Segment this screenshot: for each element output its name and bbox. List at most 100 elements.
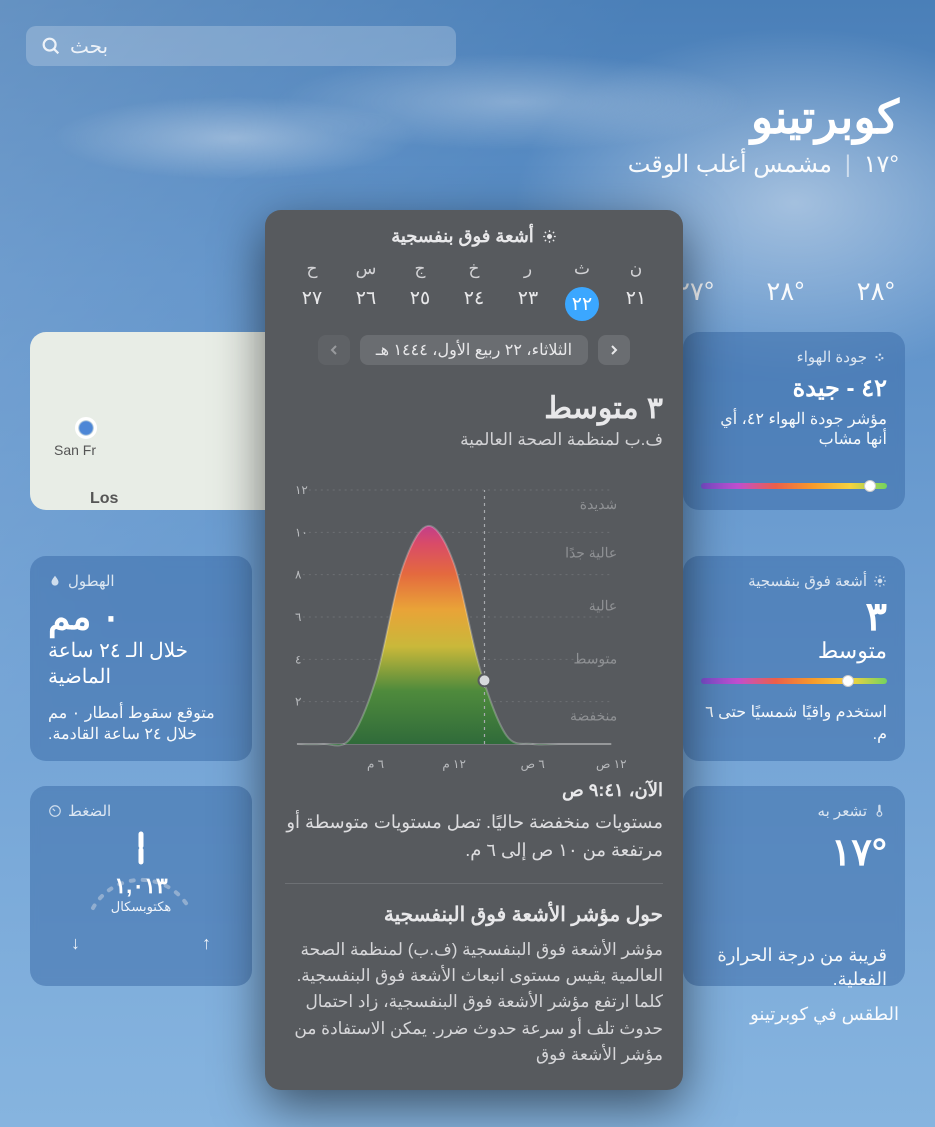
day-column[interactable]: ج ٢٥ bbox=[397, 259, 443, 321]
day-number: ٢٦ bbox=[356, 287, 376, 310]
map-location-dot bbox=[75, 417, 97, 439]
svg-text:متوسط: متوسط bbox=[574, 650, 618, 667]
about-title: حول مؤشر الأشعة فوق البنفسجية bbox=[285, 902, 663, 927]
air-quality-desc: مؤشر جودة الهواء ٤٢، أي أنها مشاب bbox=[701, 409, 887, 449]
svg-text:عالية: عالية bbox=[589, 597, 617, 613]
svg-text:منخفضة: منخفضة bbox=[570, 707, 617, 723]
uv-chart: ٢ ٤ ٦ ٨ ١٠ ١٢ منخفضة متوسط عالية عالية جدًا شديدة ١… bbox=[285, 470, 663, 780]
feels-like-card[interactable]: تشعر به °١٧ قريبة من درجة الحرارة الفعلي… bbox=[683, 786, 905, 986]
uv-index-card[interactable]: أشعة فوق بنفسجية ٣ متوسط استخدم واقيًا ش… bbox=[683, 556, 905, 761]
divider bbox=[285, 883, 663, 884]
sun-icon bbox=[542, 229, 557, 244]
svg-text:٤: ٤ bbox=[295, 652, 301, 666]
selected-date[interactable]: الثلاثاء، ٢٢ ربيع الأول، ١٤٤٤ هـ bbox=[360, 335, 588, 365]
day-letter: خ bbox=[469, 259, 480, 279]
pressure-card[interactable]: الضغط ١,٠١٣ هكتوبسكال ↑↓ bbox=[30, 786, 252, 986]
day-letter: س bbox=[356, 259, 377, 279]
card-title: جودة الهواء bbox=[797, 348, 867, 366]
uv-source: ف.ب لمنظمة الصحة العالمية bbox=[285, 430, 663, 450]
card-title: أشعة فوق بنفسجية bbox=[748, 572, 867, 590]
date-prev-button[interactable] bbox=[318, 335, 350, 365]
svg-text:١٢ م: ١٢ م bbox=[442, 757, 466, 771]
card-title: الضغط bbox=[68, 802, 111, 820]
day-number: ٢٢ bbox=[565, 287, 599, 321]
current-condition: مشمس أغلب الوقت bbox=[628, 151, 832, 178]
pressure-value: ١,٠١٣ bbox=[114, 873, 167, 899]
day-number: ٢٣ bbox=[518, 287, 538, 310]
day-letter: ث bbox=[574, 259, 590, 279]
city-name: كوبرتينو bbox=[628, 90, 899, 144]
air-quality-card[interactable]: جودة الهواء ٤٢ - جيدة مؤشر جودة الهواء ٤… bbox=[683, 332, 905, 510]
map-city-label: San Fr bbox=[54, 442, 96, 458]
precip-sub: خلال الـ ٢٤ ساعة الماضية bbox=[48, 638, 234, 690]
day-letter: ح bbox=[307, 259, 318, 279]
day-number: ٢٧ bbox=[302, 287, 322, 310]
search-icon bbox=[40, 35, 62, 57]
air-icon bbox=[873, 350, 887, 364]
precip-value: ٠ مم bbox=[48, 596, 234, 638]
day-column[interactable]: ث ٢٢ bbox=[559, 259, 605, 321]
air-quality-value: ٤٢ - جيدة bbox=[701, 374, 887, 403]
feels-like-desc: قريبة من درجة الحرارة الفعلية. bbox=[701, 943, 887, 992]
precip-desc: متوقع سقوط أمطار ٠ مم خلال ٢٤ ساعة القاد… bbox=[48, 704, 234, 746]
popover-title: أشعة فوق بنفسجية bbox=[391, 226, 534, 247]
popover-title-row: أشعة فوق بنفسجية bbox=[285, 226, 663, 247]
day-number: ٢٤ bbox=[464, 287, 484, 310]
svg-text:٨: ٨ bbox=[295, 568, 302, 582]
location-header: كوبرتينو °١٧ | مشمس أغلب الوقت bbox=[628, 90, 899, 179]
sun-icon bbox=[873, 574, 887, 588]
now-text: مستويات منخفضة حاليًا. تصل مستويات متوسط… bbox=[285, 809, 663, 865]
map-city-label: Los bbox=[90, 490, 118, 508]
day-letter: ج bbox=[415, 259, 426, 279]
day-letter: ن bbox=[630, 259, 642, 279]
day-column[interactable]: ر ٢٣ bbox=[505, 259, 551, 321]
uv-indicator bbox=[842, 675, 854, 687]
uv-tip: استخدم واقيًا شمسيًا حتى ٦ م. bbox=[701, 702, 887, 745]
map-card[interactable]: San Fr Los bbox=[30, 332, 286, 510]
hourly-temp: °٢٨ bbox=[766, 276, 804, 307]
svg-text:١٢ ص: ١٢ ص bbox=[596, 757, 627, 771]
chevron-left-icon bbox=[328, 344, 340, 356]
uv-value: ٣ bbox=[701, 594, 887, 640]
footer-location: الطقس في كوبرتينو bbox=[750, 1004, 899, 1025]
now-title: الآن، ٩:٤١ ص bbox=[285, 780, 663, 801]
header-subline: °١٧ | مشمس أغلب الوقت bbox=[628, 150, 899, 179]
day-column[interactable]: س ٢٦ bbox=[343, 259, 389, 321]
thermometer-icon bbox=[873, 804, 887, 818]
day-column[interactable]: ح ٢٧ bbox=[289, 259, 335, 321]
uv-detail-popover: أشعة فوق بنفسجية ن٢١ث٢٢ر٢٣خ٢٤ج٢٥س٢٦ح٢٧ ا… bbox=[265, 210, 683, 1090]
search-placeholder: بحث bbox=[70, 34, 108, 59]
hourly-temps: °٢٨ °٢٨ °٢٧ bbox=[676, 276, 895, 307]
svg-text:١٠: ١٠ bbox=[295, 525, 308, 539]
date-next-button[interactable] bbox=[598, 335, 630, 365]
svg-text:شديدة: شديدة bbox=[580, 496, 617, 512]
uv-detail-value: ٣ متوسط bbox=[285, 391, 663, 426]
card-title: تشعر به bbox=[818, 802, 867, 820]
uv-scale bbox=[701, 678, 887, 684]
svg-text:٢: ٢ bbox=[295, 695, 301, 709]
svg-text:٦: ٦ bbox=[295, 610, 301, 624]
about-text: مؤشر الأشعة فوق البنفسجية (ف.ب) لمنظمة ا… bbox=[285, 937, 663, 1069]
day-letter: ر bbox=[524, 259, 532, 279]
svg-text:٦ م: ٦ م bbox=[367, 757, 384, 771]
day-number: ٢١ bbox=[626, 287, 646, 310]
day-column[interactable]: ن ٢١ bbox=[613, 259, 659, 321]
svg-text:١٢: ١٢ bbox=[295, 483, 308, 497]
chevron-right-icon bbox=[608, 344, 620, 356]
day-selector: ن ٢١ ث ٢٢ ر ٢٣ خ ٢٤ ج ٢٥ س ٢٦ ح ٢٧ bbox=[285, 259, 663, 321]
day-number: ٢٥ bbox=[410, 287, 430, 310]
card-title: الهطول bbox=[68, 572, 115, 590]
current-temp: °١٧ bbox=[864, 151, 899, 178]
search-field[interactable]: بحث bbox=[26, 26, 456, 66]
svg-text:٦ ص: ٦ ص bbox=[521, 757, 545, 771]
day-column[interactable]: خ ٢٤ bbox=[451, 259, 497, 321]
hourly-temp: °٢٨ bbox=[857, 276, 895, 307]
svg-text:عالية جدًا: عالية جدًا bbox=[565, 544, 617, 560]
precipitation-card[interactable]: الهطول ٠ مم خلال الـ ٢٤ ساعة الماضية متو… bbox=[30, 556, 252, 761]
pressure-unit: هكتوبسكال bbox=[111, 899, 171, 915]
air-quality-indicator bbox=[864, 480, 876, 492]
uv-level: متوسط bbox=[701, 638, 887, 664]
air-quality-scale bbox=[701, 483, 887, 489]
gauge-icon bbox=[48, 804, 62, 818]
droplet-icon bbox=[48, 574, 62, 588]
